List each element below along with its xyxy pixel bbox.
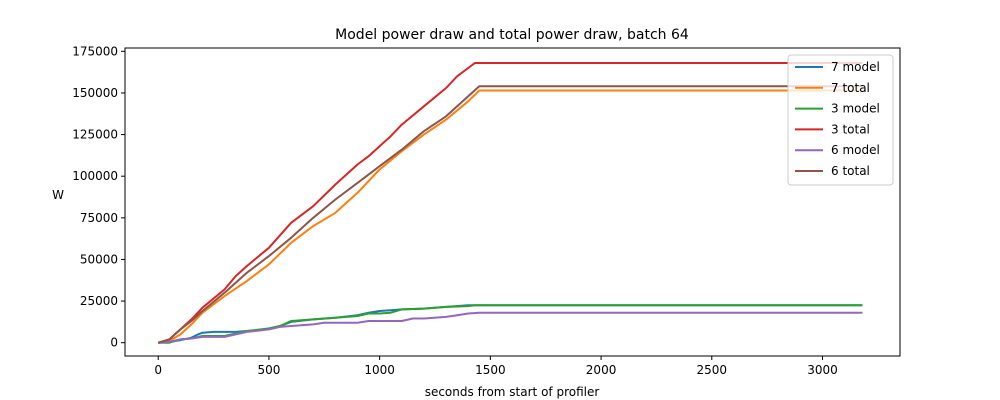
series-line-6 <box>157 85 863 344</box>
y-tick-label: 75000 <box>80 211 118 225</box>
plot-frame <box>124 47 901 357</box>
y-tick-label: 175000 <box>72 44 118 58</box>
series-line-1 <box>158 304 863 344</box>
x-tick-label: 1500 <box>475 363 506 377</box>
y-axis-label: W <box>52 188 64 202</box>
x-tick-label: 1000 <box>364 363 395 377</box>
y-tick-label: 25000 <box>80 294 118 308</box>
legend-entry: 3 model <box>831 102 880 116</box>
series-line-5 <box>158 311 863 344</box>
y-tick-label: 0 <box>110 336 118 350</box>
legend: 7 model 7 total 3 model 3 total 6 model 6 tot… <box>787 54 894 186</box>
x-tick-label: 0 <box>154 363 162 377</box>
x-tick-label: 3000 <box>807 363 838 377</box>
legend-entry: 7 model <box>831 60 880 74</box>
y-tick-label: 150000 <box>72 86 118 100</box>
y-axis: 0 25000 50000 75000 100000 125000 150000 175000 <box>72 44 125 350</box>
y-tick-label: 100000 <box>72 169 118 183</box>
series-line-4 <box>157 62 863 344</box>
x-tick-label: 500 <box>257 363 280 377</box>
y-tick-label: 125000 <box>72 128 118 142</box>
x-axis: 0 500 1000 1500 2000 2500 3000 <box>154 356 838 377</box>
series-line-2 <box>158 89 863 344</box>
y-tick-label: 50000 <box>80 252 118 266</box>
legend-entry: 7 total <box>831 81 870 95</box>
x-tick-label: 2000 <box>586 363 617 377</box>
series-line-3 <box>158 304 863 344</box>
x-tick-label: 2500 <box>697 363 728 377</box>
series-lines <box>157 62 863 344</box>
legend-entry: 3 total <box>831 122 870 136</box>
legend-entry: 6 total <box>831 164 870 178</box>
chart-title: Model power draw and total power draw, b… <box>335 27 689 43</box>
x-axis-label: seconds from start of profiler <box>425 385 600 399</box>
legend-entry: 6 model <box>831 143 880 157</box>
